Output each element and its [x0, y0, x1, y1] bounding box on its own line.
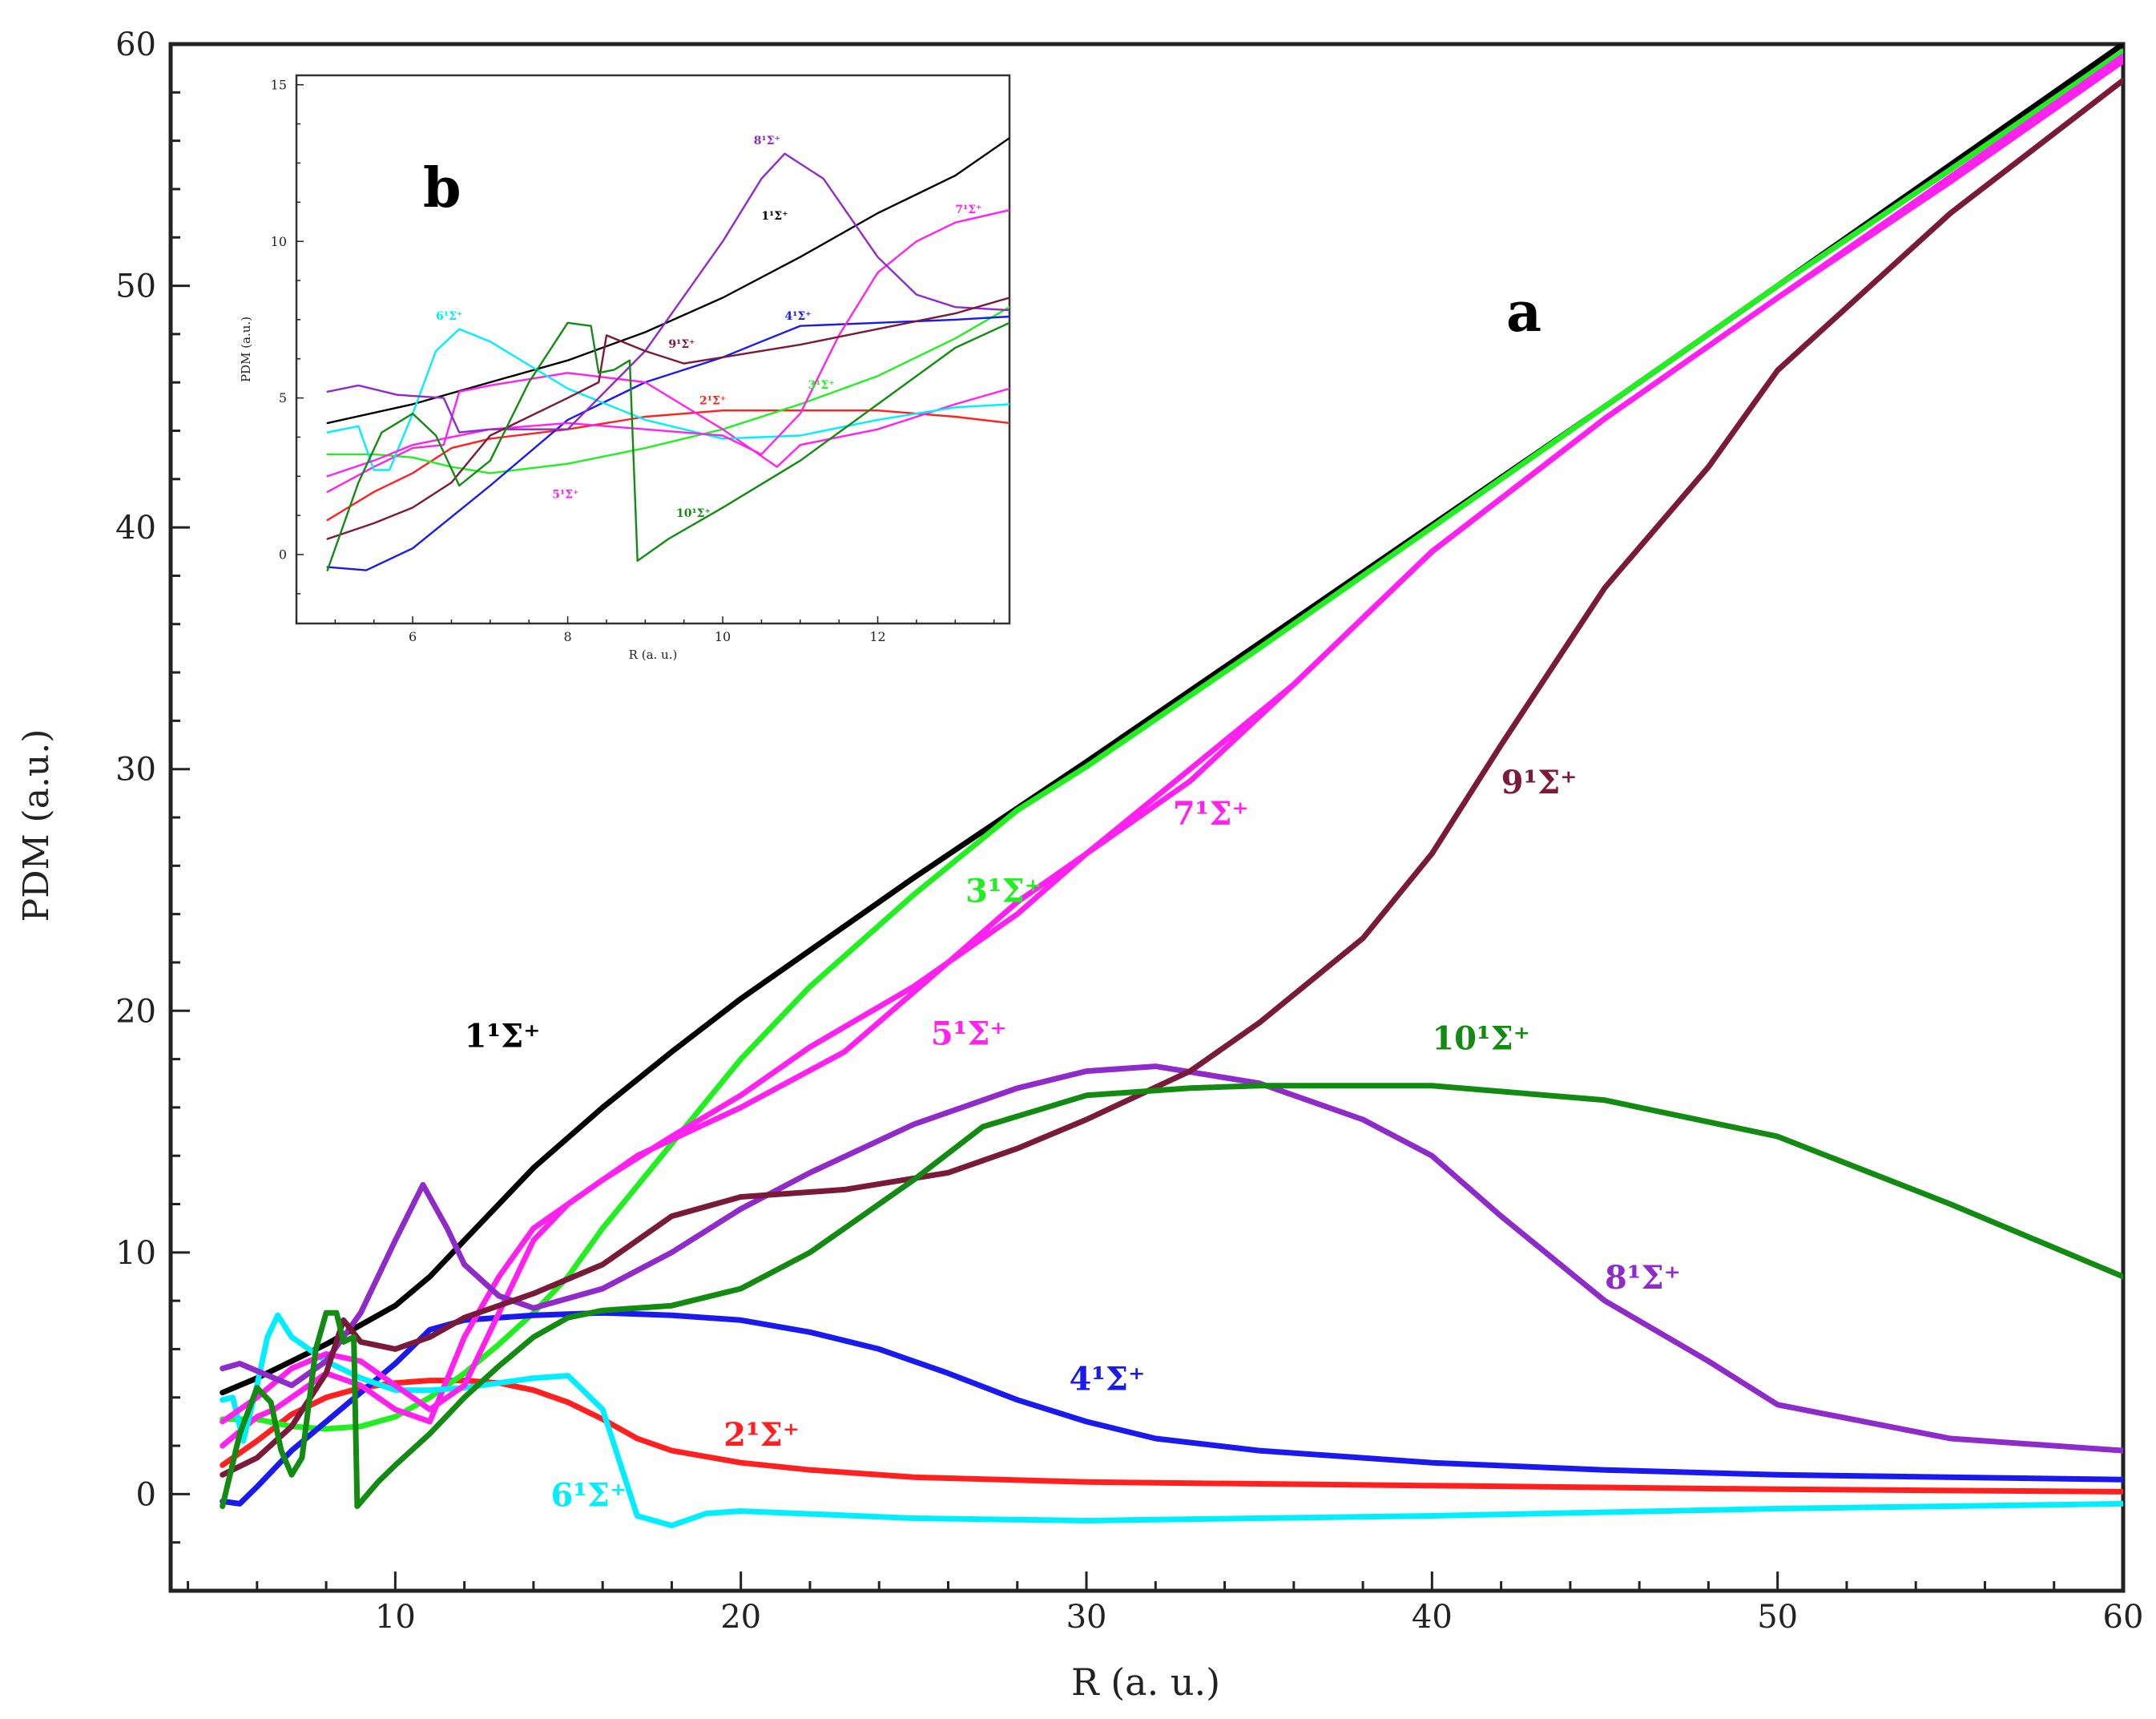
inset-series-label-7-sigma: 7¹Σ⁺ — [955, 204, 981, 216]
inset-y-tick-label: 10 — [271, 234, 287, 249]
main-y-axis-title: PDM (a.u.) — [16, 729, 57, 922]
inset-y-tick-label: 5 — [279, 390, 287, 406]
inset-plot-frame — [295, 74, 1011, 625]
inset-series-line-1-sigma — [326, 137, 1009, 425]
main-x-tick-label: 50 — [1757, 1599, 1798, 1636]
main-series-label-5-sigma: 5¹Σ⁺ — [931, 1015, 1007, 1052]
inset-series-label-10-sigma: 10¹Σ⁺ — [676, 507, 711, 520]
inset-series-label-3-sigma: 3¹Σ⁺ — [808, 379, 834, 392]
main-y-tick-label: 60 — [115, 26, 156, 63]
main-y-tick-label: 20 — [115, 993, 156, 1030]
main-series-line-10-sigma — [220, 1083, 2123, 1509]
main-y-tick-label: 40 — [115, 510, 156, 547]
inset-series-line-6-sigma — [326, 328, 1009, 471]
inset-series-label-4-sigma: 4¹Σ⁺ — [784, 310, 811, 323]
panel-label-a: a — [1506, 280, 1541, 345]
inset-series-label-2-sigma: 2¹Σ⁺ — [699, 394, 726, 407]
main-series-line-6-sigma — [220, 1312, 2123, 1529]
inset-series-line-9-sigma — [326, 297, 1009, 540]
main-x-tick-label: 40 — [1412, 1599, 1453, 1636]
inset-x-tick-label: 6 — [409, 629, 417, 644]
inset-series-label-8-sigma: 8¹Σ⁺ — [754, 135, 780, 147]
inset-series-line-3-sigma — [326, 306, 1009, 474]
main-y-tick-label: 0 — [136, 1476, 156, 1513]
main-y-tick-label: 50 — [115, 268, 156, 305]
panel-label-b: b — [423, 156, 461, 220]
inset-series-line-2-sigma — [326, 410, 1009, 522]
main-x-axis-title: R (a. u.) — [1071, 1660, 1220, 1704]
main-series-label-4-sigma: 4¹Σ⁺ — [1069, 1361, 1145, 1398]
inset-series-line-5-sigma — [326, 372, 1009, 493]
inset-axis-ticks: 6 8 10 12 0 5 10 15 — [271, 77, 995, 644]
inset-series-line-10-sigma — [326, 321, 1009, 571]
main-series-label-8-sigma: 8¹Σ⁺ — [1605, 1259, 1681, 1297]
main-series-label-7-sigma: 7¹Σ⁺ — [1173, 795, 1249, 833]
main-series-line-2-sigma — [220, 1378, 2123, 1495]
main-series-label-3-sigma: 3¹Σ⁺ — [965, 873, 1042, 910]
inset-series-line-7-sigma — [326, 208, 1009, 478]
main-series-label-6-sigma: 6¹Σ⁺ — [550, 1476, 627, 1514]
main-y-tick-label: 10 — [115, 1235, 156, 1272]
main-series-label-1-sigma: 1¹Σ⁺ — [465, 1017, 541, 1055]
inset-x-tick-label: 8 — [563, 629, 571, 644]
main-x-tick-label: 30 — [1066, 1599, 1107, 1636]
inset-series-line-8-sigma — [326, 152, 1009, 434]
inset-series-lines — [326, 137, 1009, 571]
inset-x-axis-title: R (a. u.) — [629, 648, 678, 662]
inset-series-label-5-sigma: 5¹Σ⁺ — [552, 489, 578, 502]
inset-y-axis-title: PDM (a.u.) — [239, 317, 253, 382]
inset-y-tick-label: 15 — [271, 77, 287, 92]
main-series-lines — [220, 44, 2123, 1529]
main-x-tick-label: 60 — [2103, 1599, 2144, 1636]
inset-y-tick-label: 0 — [279, 547, 287, 563]
main-series-labels: 1¹Σ⁺ 2¹Σ⁺ 3¹Σ⁺ 4¹Σ⁺ 5¹Σ⁺ 6¹Σ⁺ 7¹Σ⁺ 8¹Σ⁺ 9¹Σ⁺ 10¹Σ… — [465, 764, 1681, 1515]
main-series-label-9-sigma: 9¹Σ⁺ — [1501, 764, 1578, 801]
inset-series-label-9-sigma: 9¹Σ⁺ — [668, 338, 695, 351]
inset-series-labels: 1¹Σ⁺ 2¹Σ⁺ 3¹Σ⁺ 4¹Σ⁺ 5¹Σ⁺ 6¹Σ⁺ 7¹Σ⁺ 8¹Σ⁺ 9¹Σ⁺ 10¹Σ… — [436, 135, 981, 520]
main-x-tick-label: 20 — [720, 1599, 761, 1636]
main-series-line-9-sigma — [220, 77, 2123, 1478]
main-series-label-10-sigma: 10¹Σ⁺ — [1432, 1020, 1530, 1058]
inset-series-label-1-sigma: 1¹Σ⁺ — [761, 210, 788, 223]
main-series-line-4-sigma — [220, 1309, 2123, 1507]
main-x-tick-label: 10 — [375, 1599, 416, 1636]
main-y-tick-label: 30 — [115, 752, 156, 789]
inset-series-label-6-sigma: 6¹Σ⁺ — [436, 310, 462, 323]
main-series-label-2-sigma: 2¹Σ⁺ — [723, 1416, 800, 1454]
inset-x-tick-label: 12 — [869, 629, 885, 644]
inset-x-tick-label: 10 — [715, 629, 731, 644]
